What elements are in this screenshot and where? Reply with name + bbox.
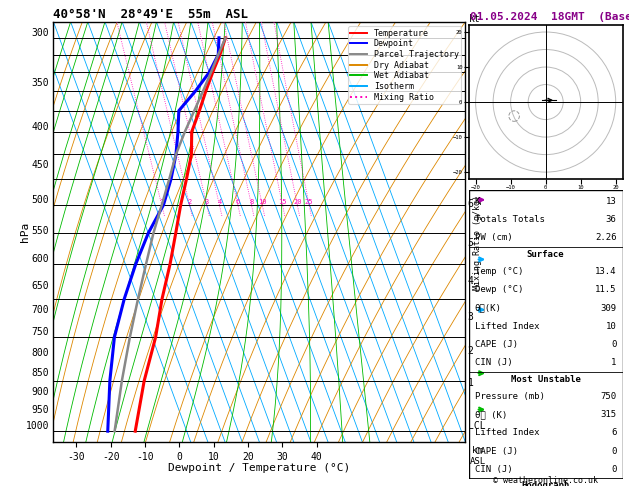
Text: 2: 2 bbox=[187, 199, 192, 205]
X-axis label: Dewpoint / Temperature (°C): Dewpoint / Temperature (°C) bbox=[169, 463, 350, 473]
Text: θᴜ(K): θᴜ(K) bbox=[475, 304, 502, 312]
Text: 309: 309 bbox=[601, 304, 616, 312]
Text: 13: 13 bbox=[606, 197, 616, 206]
Text: 650: 650 bbox=[31, 280, 49, 291]
Text: 1: 1 bbox=[160, 199, 164, 205]
Text: 500: 500 bbox=[31, 195, 49, 205]
Text: 1: 1 bbox=[467, 379, 474, 388]
Text: 1: 1 bbox=[611, 358, 616, 367]
Text: Lifted Index: Lifted Index bbox=[475, 428, 539, 437]
Text: 15: 15 bbox=[278, 199, 287, 205]
Text: 600: 600 bbox=[31, 254, 49, 264]
Text: 7: 7 bbox=[467, 158, 474, 168]
Text: 3: 3 bbox=[204, 199, 209, 205]
Text: 4: 4 bbox=[217, 199, 221, 205]
Text: 13.4: 13.4 bbox=[595, 267, 616, 276]
Text: 315: 315 bbox=[601, 410, 616, 419]
Text: 4: 4 bbox=[467, 276, 474, 285]
Text: CAPE (J): CAPE (J) bbox=[475, 447, 518, 455]
Text: 5: 5 bbox=[467, 238, 474, 248]
Text: K: K bbox=[475, 197, 480, 206]
Text: hPa: hPa bbox=[19, 222, 30, 242]
Text: 800: 800 bbox=[31, 348, 49, 358]
Text: Lifted Index: Lifted Index bbox=[475, 322, 539, 331]
Text: 750: 750 bbox=[601, 392, 616, 401]
Text: 10: 10 bbox=[258, 199, 267, 205]
Text: 1000: 1000 bbox=[26, 421, 49, 431]
Text: Hodograph: Hodograph bbox=[521, 481, 570, 486]
Text: 6: 6 bbox=[236, 199, 240, 205]
Text: km
ASL: km ASL bbox=[470, 447, 486, 466]
Text: 01.05.2024  18GMT  (Base: 00): 01.05.2024 18GMT (Base: 00) bbox=[470, 12, 629, 22]
Text: Dewp (°C): Dewp (°C) bbox=[475, 285, 523, 295]
Text: kt: kt bbox=[469, 14, 481, 24]
Text: LCL: LCL bbox=[467, 421, 485, 431]
Text: Temp (°C): Temp (°C) bbox=[475, 267, 523, 276]
Text: 450: 450 bbox=[31, 160, 49, 171]
Text: 950: 950 bbox=[31, 404, 49, 415]
Text: Totals Totals: Totals Totals bbox=[475, 215, 545, 224]
Text: 8: 8 bbox=[467, 116, 474, 126]
Legend: Temperature, Dewpoint, Parcel Trajectory, Dry Adiabat, Wet Adiabat, Isotherm, Mi: Temperature, Dewpoint, Parcel Trajectory… bbox=[348, 26, 461, 104]
Text: 0: 0 bbox=[611, 447, 616, 455]
Text: 20: 20 bbox=[293, 199, 301, 205]
Text: Most Unstable: Most Unstable bbox=[511, 375, 581, 383]
Text: 850: 850 bbox=[31, 368, 49, 378]
Text: 10: 10 bbox=[606, 322, 616, 331]
Text: 0: 0 bbox=[611, 465, 616, 474]
Text: CIN (J): CIN (J) bbox=[475, 465, 513, 474]
Text: 11.5: 11.5 bbox=[595, 285, 616, 295]
Text: Mixing Ratio (g/kg): Mixing Ratio (g/kg) bbox=[473, 195, 482, 290]
Text: 6: 6 bbox=[467, 199, 474, 209]
Text: 36: 36 bbox=[606, 215, 616, 224]
Text: 700: 700 bbox=[31, 305, 49, 315]
Text: 3: 3 bbox=[467, 312, 474, 322]
Text: 750: 750 bbox=[31, 328, 49, 337]
Text: Surface: Surface bbox=[527, 250, 564, 259]
Text: 550: 550 bbox=[31, 226, 49, 236]
Text: 300: 300 bbox=[31, 28, 49, 38]
Text: 40°58'N  28°49'E  55m  ASL: 40°58'N 28°49'E 55m ASL bbox=[53, 8, 248, 21]
Text: 400: 400 bbox=[31, 122, 49, 132]
Text: 350: 350 bbox=[31, 78, 49, 88]
Text: θᴜ (K): θᴜ (K) bbox=[475, 410, 507, 419]
Text: 2.26: 2.26 bbox=[595, 233, 616, 243]
Text: 8: 8 bbox=[249, 199, 253, 205]
Text: 25: 25 bbox=[305, 199, 313, 205]
Text: 6: 6 bbox=[611, 428, 616, 437]
Text: © weatheronline.co.uk: © weatheronline.co.uk bbox=[494, 475, 598, 485]
Text: 900: 900 bbox=[31, 387, 49, 397]
Text: PW (cm): PW (cm) bbox=[475, 233, 513, 243]
Text: CAPE (J): CAPE (J) bbox=[475, 340, 518, 349]
Text: 2: 2 bbox=[467, 347, 474, 356]
Text: Pressure (mb): Pressure (mb) bbox=[475, 392, 545, 401]
Text: 0: 0 bbox=[611, 340, 616, 349]
Text: CIN (J): CIN (J) bbox=[475, 358, 513, 367]
